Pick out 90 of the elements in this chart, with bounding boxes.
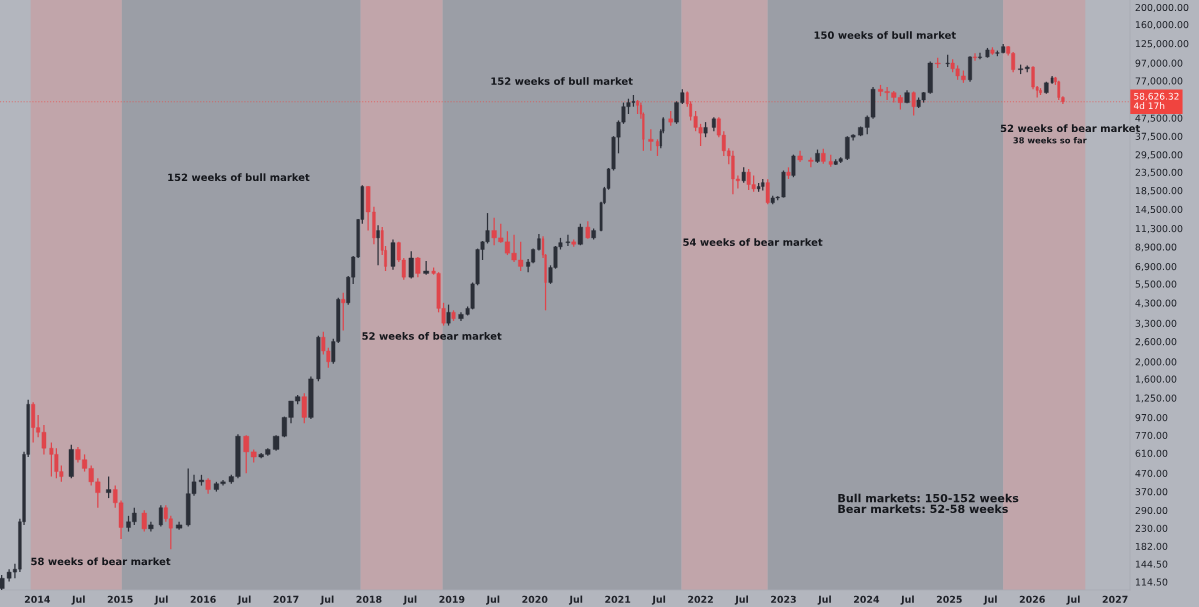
- band-label: 54 weeks of bear market: [683, 238, 823, 246]
- y-tick-label: 8,900.00: [1135, 243, 1177, 252]
- band-label: 52 weeks of bear market: [362, 332, 502, 340]
- x-tick-label: 2015: [107, 595, 133, 603]
- y-tick-label: 1,600.00: [1135, 375, 1177, 384]
- y-tick-label: 182.00: [1135, 542, 1168, 550]
- x-tick-label: Jul: [154, 595, 168, 605]
- y-tick-label: 370.00: [1135, 488, 1168, 496]
- x-tick-label: Jul: [71, 595, 85, 605]
- x-tick-label: 2017: [273, 595, 299, 603]
- y-tick-label: 125,000.00: [1135, 40, 1189, 49]
- x-tick-label: 2016: [190, 595, 216, 603]
- y-tick-label: 97,000.00: [1135, 59, 1183, 68]
- x-tick-label: 2020: [522, 595, 548, 603]
- annotation: 38 weeks so far: [1013, 136, 1087, 144]
- y-tick-label: 144.50: [1135, 560, 1168, 568]
- y-tick-label: 3,300.00: [1135, 319, 1177, 328]
- x-tick-label: 2022: [688, 595, 713, 603]
- band-label: 58 weeks of bear market: [31, 557, 171, 566]
- band-label: 152 weeks of bull market: [168, 173, 310, 182]
- y-tick-label: 1,250.00: [1135, 394, 1177, 403]
- candlestick: [765, 178, 770, 205]
- x-tick-label: 2026: [1019, 595, 1045, 603]
- candlestick: [301, 392, 307, 424]
- x-tick-label: 2019: [439, 595, 465, 603]
- candlestick: [1039, 87, 1042, 96]
- annotation: Bull markets: 150-152 weeks Bear markets: 52-58 weeks: [838, 493, 1019, 514]
- y-tick-label: 200,000.00: [1135, 3, 1189, 13]
- y-tick-label: 77,000.00: [1135, 77, 1183, 86]
- y-tick-label: 970.00: [1135, 414, 1168, 422]
- x-tick-label: Jul: [734, 595, 748, 605]
- y-tick-label: 23,500.00: [1135, 168, 1183, 177]
- y-tick-label: 6,900.00: [1135, 263, 1177, 272]
- x-tick-label: 2021: [605, 595, 631, 603]
- x-tick-label: Jul: [403, 595, 417, 605]
- candlestick: [415, 256, 421, 278]
- x-tick-label: Jul: [651, 595, 666, 605]
- x-tick-label: Jul: [486, 595, 500, 605]
- x-tick-label: 2027: [1102, 595, 1128, 603]
- candlestick: [968, 55, 972, 83]
- band-label: 150 weeks of bull market: [814, 31, 956, 39]
- x-tick-label: 2024: [854, 595, 880, 603]
- y-tick-label: 11,300.00: [1135, 225, 1183, 234]
- candlestick: [341, 292, 346, 332]
- candlestick: [1031, 65, 1035, 90]
- candlestick: [656, 138, 659, 157]
- y-tick-label: 160,000.00: [1135, 21, 1189, 30]
- candlestick: [446, 304, 451, 327]
- y-tick-label: 770.00: [1135, 431, 1168, 439]
- y-tick-label: 610.00: [1135, 449, 1168, 457]
- x-tick-label: 2018: [356, 595, 382, 603]
- candlestick: [141, 509, 147, 533]
- y-tick-label: 2,000.00: [1135, 358, 1177, 367]
- candlestick: [973, 52, 977, 62]
- y-tick-label: 5,500.00: [1135, 280, 1177, 289]
- candlestick: [376, 224, 380, 266]
- y-tick-label: 290.00: [1135, 506, 1168, 515]
- y-tick-label: 14,500.00: [1135, 205, 1183, 214]
- y-tick-label: 230.00: [1135, 524, 1168, 532]
- candlestick: [106, 475, 112, 499]
- x-tick-label: Jul: [983, 595, 997, 605]
- x-tick-label: Jul: [1066, 595, 1080, 605]
- ref-line-label: 58,626.32 4d 17h: [1133, 92, 1179, 110]
- candlestick: [636, 99, 639, 115]
- x-tick-label: Jul: [568, 595, 583, 605]
- y-tick-label: 18,500.00: [1135, 187, 1183, 196]
- x-tick-label: Jul: [817, 595, 831, 605]
- candlestick: [565, 234, 571, 247]
- band-label: 152 weeks of bull market: [491, 77, 633, 85]
- y-tick-label: 4,300.00: [1135, 299, 1177, 308]
- candlestick: [648, 128, 654, 152]
- candlestick: [158, 504, 163, 528]
- x-tick-label: Jul: [237, 595, 251, 605]
- y-tick-label: 470.00: [1135, 469, 1168, 477]
- y-tick-label: 29,500.00: [1135, 151, 1183, 160]
- x-tick-label: 2025: [936, 595, 962, 603]
- candlestick: [978, 52, 982, 60]
- candlestick: [808, 156, 814, 168]
- candlestick: [390, 238, 396, 271]
- y-tick-label: 2,600.00: [1135, 338, 1177, 347]
- y-tick-label: 37,500.00: [1135, 132, 1183, 141]
- x-tick-label: Jul: [320, 595, 334, 605]
- x-tick-label: Jul: [900, 595, 914, 605]
- candlestick: [911, 90, 916, 117]
- y-tick-label: 114.50: [1135, 578, 1168, 586]
- band-label: 52 weeks of bear market: [1000, 124, 1141, 133]
- x-tick-label: 2023: [771, 595, 796, 603]
- x-tick-label: 2014: [24, 595, 51, 603]
- candlestick: [408, 250, 414, 280]
- y-tick-label: 47,500.00: [1135, 114, 1183, 123]
